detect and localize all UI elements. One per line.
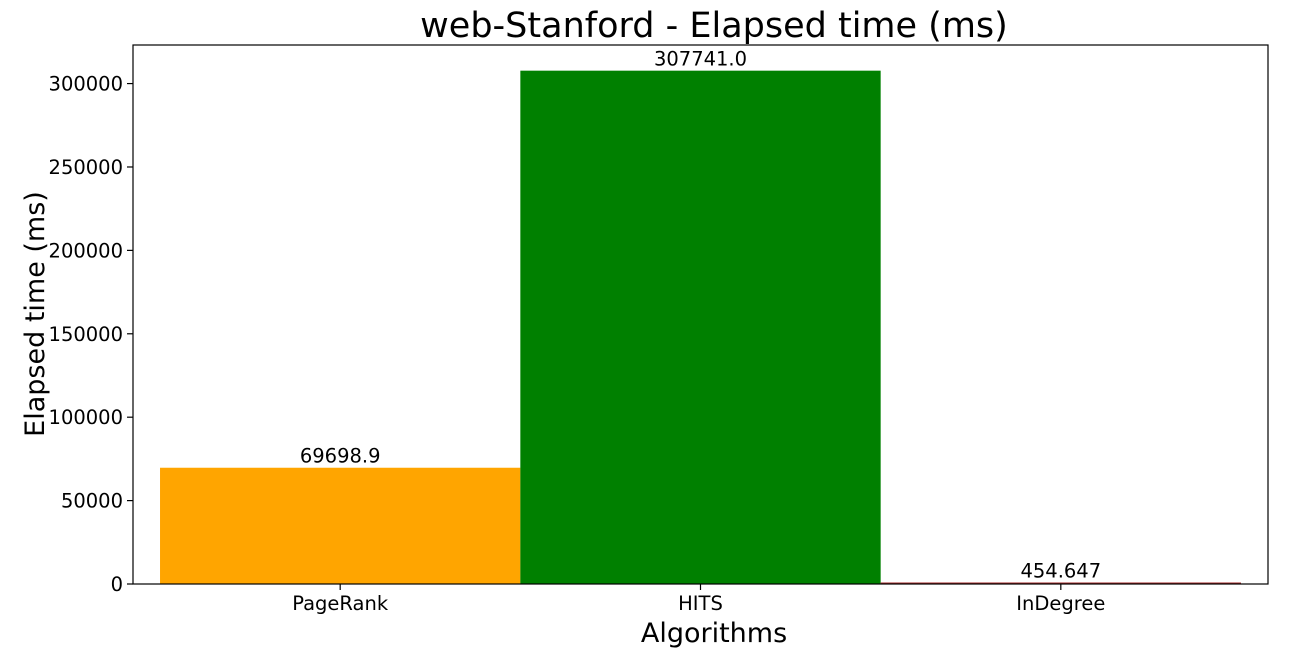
plot-area: 69698.9 307741.0 454.647 0 50000 100000 150000… [49,44,1269,615]
y-tick-label: 50000 [61,490,123,513]
y-tick-label: 200000 [49,239,123,262]
x-tick-label: PageRank [292,592,389,615]
x-tick-label: HITS [678,592,723,615]
y-axis-label: Elapsed time (ms) [20,191,51,437]
y-tick-label: 100000 [49,406,123,429]
x-tick-label: InDegree [1016,592,1105,615]
bar-hits [520,70,881,585]
chart-title: web-Stanford - Elapsed time (ms) [420,6,1008,46]
bar-value-label: 69698.9 [300,445,381,468]
x-axis-label: Algorithms [641,618,787,649]
bar-value-label: 454.647 [1020,560,1101,583]
y-tick-label: 150000 [49,323,123,346]
y-tick-label: 250000 [49,156,123,179]
bar-pagerank [160,467,521,584]
y-tick-label: 300000 [49,73,123,96]
bar-indegree [880,582,1241,584]
bar-value-label: 307741.0 [654,48,747,71]
y-tick-label: 0 [111,573,123,596]
